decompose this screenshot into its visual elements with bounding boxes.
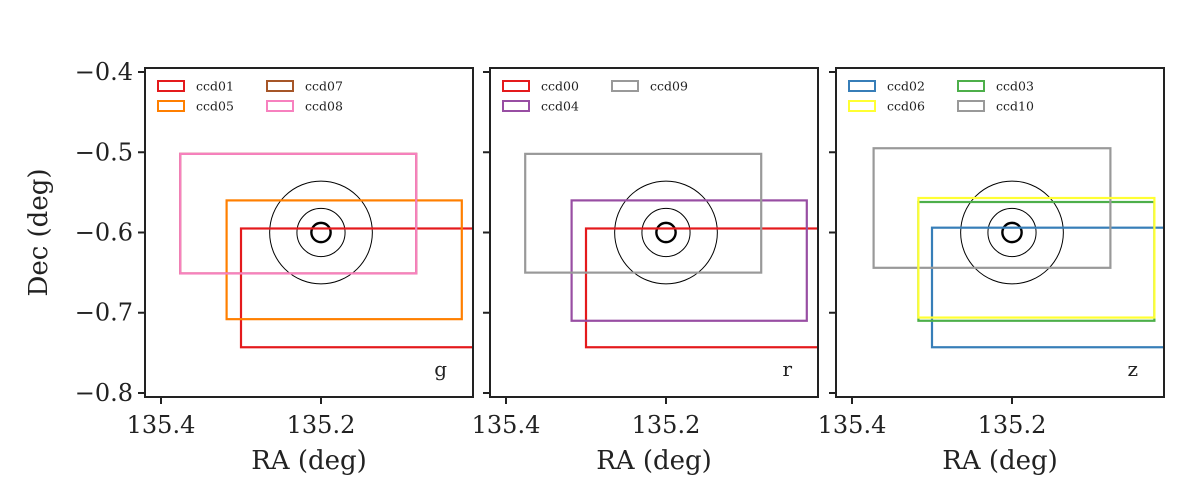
ccd-rect-ccd02 [930, 226, 1164, 349]
legend-swatch-ccd04 [502, 100, 530, 112]
x-axis-title: RA (deg) [942, 446, 1058, 476]
band-label: z [1127, 357, 1138, 381]
legend-label-ccd00: ccd00 [541, 79, 579, 94]
legend-label-ccd05: ccd05 [196, 99, 234, 114]
ccd-rect-ccd04 [570, 199, 808, 322]
x-tick-label: 135.2 [287, 411, 356, 439]
ccd-rect-ccd03 [917, 200, 1156, 322]
plot-area [872, 147, 1164, 349]
ccd-rect-ccd10 [872, 147, 1112, 269]
target-circle [960, 180, 1064, 285]
legend-swatch-ccd09 [611, 80, 639, 92]
legend-label-ccd03: ccd03 [996, 79, 1034, 94]
plot-area [524, 152, 818, 349]
legend-swatch-ccd00 [502, 80, 530, 92]
legend-swatch-ccd07 [266, 80, 294, 92]
legend-swatch-ccd03 [957, 80, 985, 92]
y-tick-label: −0.6 [75, 219, 133, 247]
y-axis-title: Dec (deg) [24, 168, 54, 296]
legend-swatch-ccd05 [157, 100, 185, 112]
band-label: r [782, 357, 792, 381]
target-circle [614, 180, 718, 285]
legend-label-ccd01: ccd01 [196, 79, 234, 94]
legend-swatch-ccd10 [957, 100, 985, 112]
target-circle [269, 180, 373, 285]
target-circle [641, 207, 691, 258]
legend: ccd01 ccd05 ccd07 ccd08 [157, 79, 343, 114]
ccd-rect-ccd00 [584, 227, 818, 349]
panel-r: 135.4 135.2 RA (deg) r ccd00 ccd04 ccd09 [472, 67, 819, 476]
legend-label-ccd06: ccd06 [887, 99, 925, 114]
ccd-rect-ccd09 [524, 152, 763, 274]
target-circle [987, 207, 1037, 258]
legend-label-ccd04: ccd04 [541, 99, 579, 114]
x-tick-label: 135.2 [978, 411, 1047, 439]
legend-label-ccd10: ccd10 [996, 99, 1034, 114]
x-tick-label: 135.4 [472, 411, 541, 439]
legend-swatch-ccd02 [848, 80, 876, 92]
ccd-rect-ccd07 [179, 152, 418, 275]
ccd-rect-ccd05 [225, 199, 463, 321]
legend: ccd00 ccd04 ccd09 [502, 79, 688, 114]
ccd-rect-ccd01 [239, 227, 473, 349]
y-tick-label: −0.7 [75, 299, 133, 327]
legend-swatch-ccd01 [157, 80, 185, 92]
y-tick-label: −0.8 [75, 379, 133, 407]
y-tick-label: −0.4 [75, 58, 133, 86]
panel-g: −0.4 −0.5 −0.6 −0.7 −0.8 135.4 135.2 RA (deg) g c… [75, 58, 474, 476]
panel-z: 135.4 135.2 RA (deg) z ccd02 ccd06 ccd03 ccd10 [818, 67, 1165, 476]
legend: ccd02 ccd06 ccd03 ccd10 [848, 79, 1034, 114]
y-tick-label: −0.5 [75, 138, 133, 166]
legend-label-ccd07: ccd07 [305, 79, 343, 94]
x-axis-title: RA (deg) [596, 446, 712, 476]
x-tick-label: 135.4 [818, 411, 887, 439]
x-tick-label: 135.2 [632, 411, 701, 439]
ccd-rect-ccd08 [179, 152, 418, 275]
legend-label-ccd02: ccd02 [887, 79, 925, 94]
target-circle [1001, 221, 1023, 244]
legend-swatch-ccd08 [266, 100, 294, 112]
target-circle [655, 221, 677, 244]
x-tick-label: 135.4 [127, 411, 196, 439]
legend-swatch-ccd06 [848, 100, 876, 112]
target-circle [310, 221, 332, 244]
plot-area [179, 152, 473, 349]
ccd-rect-ccd06 [917, 196, 1156, 319]
legend-label-ccd09: ccd09 [650, 79, 688, 94]
x-axis-title: RA (deg) [251, 446, 367, 476]
target-circle [296, 207, 346, 258]
band-label: g [434, 357, 447, 381]
legend-label-ccd08: ccd08 [305, 99, 343, 114]
